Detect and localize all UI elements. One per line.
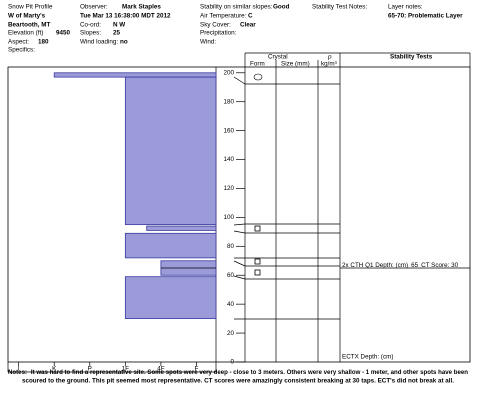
value: 9450: [56, 30, 71, 37]
y-tick-label: 20: [227, 330, 235, 337]
notes-label: Notes:: [8, 369, 27, 376]
value: Mark Staples: [122, 4, 161, 11]
grain-symbol: [253, 73, 263, 81]
grain-symbol: [254, 258, 261, 265]
stability-test: 2x CTH Q1 Depth: (cm) 65 CT Score: 30: [342, 262, 459, 269]
layer-bar: [146, 225, 217, 231]
crystal-rows: [233, 73, 340, 320]
value: Clear: [240, 22, 256, 29]
label: Layer notes:: [388, 4, 423, 11]
label: Air Temperature:: [200, 13, 247, 20]
y-tick-label: 200: [223, 69, 234, 76]
layer-bar: [124, 276, 217, 320]
row-lines: [245, 83, 340, 320]
value: no: [120, 39, 128, 46]
label: Wind loading:: [80, 39, 118, 46]
y-tick-label: 180: [223, 98, 234, 105]
column-header: kg/m³: [321, 61, 337, 68]
header: Snow Pit Profile W of Marty's Beartooth,…: [8, 4, 463, 54]
x-tick-label: K: [52, 366, 57, 373]
column-header: ρ: [328, 54, 332, 61]
location: W of Marty's: [8, 13, 46, 20]
x-tick-label: I: [18, 366, 20, 373]
region: Beartooth, MT: [8, 22, 50, 29]
value: 180: [38, 39, 49, 46]
y-tick-label: 140: [223, 156, 234, 163]
test-score: CT Score: 30: [421, 262, 458, 269]
label: Stability on similar slopes:: [200, 4, 273, 11]
layer-bar: [124, 76, 217, 226]
column-header: Form: [250, 61, 265, 68]
label: Precipitation:: [200, 30, 237, 37]
x-tick-label: P: [88, 366, 92, 373]
stability-test: ECTX Depth: (cm): [342, 354, 393, 361]
grain-symbol: [254, 269, 261, 276]
y-tick-label: 40: [227, 301, 235, 308]
column-header: Crystal: [268, 54, 288, 61]
label: Slopes:: [80, 30, 101, 37]
test-depth: 65: [411, 262, 419, 269]
x-tick-label: F: [195, 366, 199, 373]
label: Co-ord:: [80, 22, 101, 29]
y-tick-label: 80: [227, 243, 235, 250]
x-tick-label: 1F: [122, 366, 130, 373]
notes-line: scoured to the ground. This pit seemed m…: [22, 378, 454, 385]
label: Stability Test Notes:: [312, 4, 367, 11]
value: 25: [113, 30, 121, 37]
y-tick-label: 60: [227, 272, 235, 279]
label: Wind:: [200, 39, 216, 46]
notes-line: It was hard to find a representative sit…: [31, 369, 468, 376]
value: Good: [273, 4, 290, 11]
label: Observer:: [80, 4, 108, 11]
label: Specifics:: [8, 47, 35, 54]
layer-note: 65-70: Problematic Layer: [388, 13, 463, 20]
test-text: 2x CTH Q1 Depth: (cm): [342, 262, 408, 269]
value: N W: [113, 22, 125, 29]
label: Sky Cover:: [200, 22, 231, 29]
frame: [7, 52, 471, 373]
title: Snow Pit Profile: [8, 4, 53, 11]
y-tick-label: 120: [223, 185, 234, 192]
layer-bar: [53, 72, 217, 78]
connectors: [233, 76, 246, 320]
column-header: Stability Tests: [390, 54, 433, 61]
date: Tue Mar 13 16:38:00 MDT 2012: [80, 13, 171, 20]
label: Elevation (ft): [8, 30, 43, 37]
notes: Notes: It was hard to find a representati…: [8, 369, 468, 376]
y-tick-label: 100: [223, 214, 234, 221]
column-header: Size (mm): [281, 61, 310, 68]
label: Aspect:: [8, 39, 29, 46]
grain-symbol: [254, 225, 261, 232]
layer-bar: [124, 232, 217, 259]
y-tick-label: 160: [223, 127, 234, 134]
column-headers: Crystal Form Size (mm) ρ kg/m³ Stability…: [250, 54, 433, 68]
value: C: [248, 13, 253, 20]
frame-box: [7, 66, 471, 363]
y-tick-label: 0: [230, 359, 234, 366]
x-tick-label: 4F: [157, 366, 165, 373]
